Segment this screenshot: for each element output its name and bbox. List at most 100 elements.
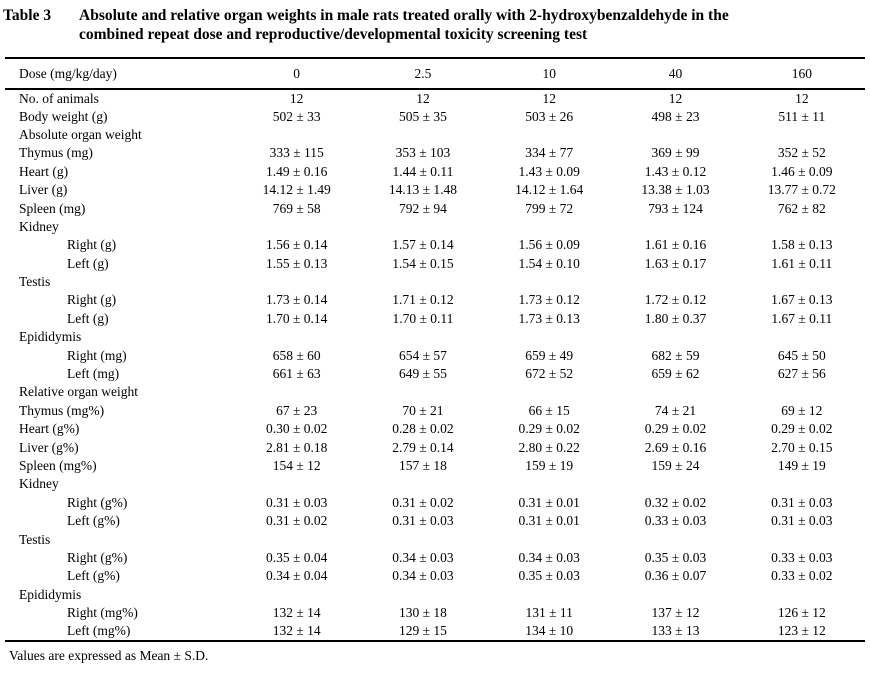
organ-weight-table: Dose (mg/kg/day) 0 2.5 10 40 160 No. of … — [5, 57, 865, 642]
value-cell: 0.31 ± 0.03 — [771, 513, 833, 529]
table-row: Left (g) 1.70 ± 0.14 1.70 ± 0.11 1.73 ± 0.1… — [5, 310, 865, 328]
value-cell: 2.79 ± 0.14 — [392, 439, 454, 455]
value-cell: 132 ± 14 — [272, 623, 321, 639]
value-cell: 505 ± 35 — [398, 108, 447, 124]
value-cell: 0.29 ± 0.02 — [771, 421, 833, 437]
value-cell: 13.77 ± 0.72 — [767, 182, 836, 198]
value-cell: 134 ± 10 — [525, 623, 574, 639]
value-cell: 1.43 ± 0.12 — [644, 163, 707, 179]
value-cell: 1.61 ± 0.11 — [771, 255, 833, 271]
row-label: Liver (g) — [19, 182, 68, 198]
value-cell: 793 ± 124 — [648, 200, 703, 216]
table-row: No. of animals 12 12 12 12 12 — [5, 89, 865, 107]
value-cell: 149 ± 19 — [777, 458, 826, 473]
value-cell: 0.31 ± 0.02 — [265, 513, 328, 529]
value-cell: 0.33 ± 0.02 — [771, 568, 833, 584]
value-cell: 0.29 ± 0.02 — [644, 421, 707, 437]
section-row: Kidney — [5, 475, 865, 493]
row-label: Right (g) — [67, 292, 117, 308]
row-label: Kidney — [19, 476, 59, 492]
value-cell: 661 ± 63 — [272, 366, 321, 382]
value-cell: 0.33 ± 0.03 — [644, 513, 707, 529]
value-cell: 0.34 ± 0.03 — [392, 568, 454, 584]
row-label: Thymus (mg%) — [19, 402, 105, 418]
row-label: Testis — [19, 274, 51, 290]
section-row: Epididymis — [5, 328, 865, 346]
row-label: Left (g) — [67, 255, 109, 271]
value-cell: 14.12 ± 1.64 — [515, 182, 584, 198]
value-cell: 66 ± 15 — [528, 402, 570, 418]
table-row: Left (mg) 661 ± 63 649 ± 55 672 ± 52 659 ± 6… — [5, 365, 865, 383]
value-cell: 0.35 ± 0.03 — [518, 568, 580, 584]
value-cell: 13.38 ± 1.03 — [641, 182, 710, 198]
value-cell: 0.36 ± 0.07 — [644, 568, 707, 584]
value-cell: 659 ± 49 — [525, 347, 574, 363]
value-cell: 1.44 ± 0.11 — [392, 163, 454, 179]
value-cell: 352 ± 52 — [777, 145, 826, 161]
section-row: Testis — [5, 273, 865, 291]
value-cell: 1.73 ± 0.12 — [518, 292, 580, 308]
table-row: Spleen (mg) 769 ± 58 792 ± 94 799 ± 72 793 ±… — [5, 199, 865, 217]
value-cell: 2.81 ± 0.18 — [265, 439, 328, 455]
value-cell: 333 ± 115 — [269, 145, 324, 161]
value-cell: 1.73 ± 0.14 — [265, 292, 328, 308]
empty-cell — [234, 475, 865, 493]
empty-cell — [234, 328, 865, 346]
value-cell: 769 ± 58 — [272, 200, 321, 216]
row-label: Left (g) — [67, 310, 109, 326]
value-cell: 0.31 ± 0.01 — [518, 494, 580, 510]
dose-value: 160 — [791, 65, 812, 81]
dose-value: 40 — [668, 65, 683, 81]
value-cell: 129 ± 15 — [398, 623, 447, 639]
value-cell: 1.49 ± 0.16 — [265, 163, 328, 179]
table-row: Heart (g) 1.49 ± 0.16 1.44 ± 0.11 1.43 ± 0.… — [5, 163, 865, 181]
value-cell: 0.31 ± 0.01 — [518, 513, 580, 529]
table-row: Right (g) 1.56 ± 0.14 1.57 ± 0.14 1.56 ± 0.… — [5, 236, 865, 254]
empty-cell — [234, 273, 865, 291]
value-cell: 0.33 ± 0.03 — [771, 549, 833, 565]
value-cell: 369 ± 99 — [651, 145, 700, 161]
value-cell: 0.32 ± 0.02 — [644, 494, 707, 510]
row-label: Spleen (mg) — [19, 200, 86, 216]
value-cell: 1.43 ± 0.09 — [518, 163, 580, 179]
value-cell: 1.58 ± 0.13 — [771, 237, 833, 253]
table-row: Right (g%) 0.35 ± 0.04 0.34 ± 0.03 0.34 ± 0… — [5, 549, 865, 567]
table-row: Right (g) 1.73 ± 0.14 1.71 ± 0.12 1.73 ± 0.… — [5, 291, 865, 309]
value-cell: 762 ± 82 — [777, 200, 826, 216]
value-cell: 1.71 ± 0.12 — [392, 292, 454, 308]
value-cell: 645 ± 50 — [777, 347, 826, 363]
table-row: Left (g%) 0.31 ± 0.02 0.31 ± 0.03 0.31 ± 0.… — [5, 512, 865, 530]
value-cell: 157 ± 18 — [398, 458, 447, 473]
value-cell: 334 ± 77 — [525, 145, 574, 161]
value-cell: 12 — [542, 90, 556, 106]
row-label: Testis — [19, 531, 51, 547]
row-label: Right (mg%) — [67, 605, 138, 621]
value-cell: 159 ± 24 — [651, 458, 700, 473]
section-row: Relative organ weight — [5, 383, 865, 401]
value-cell: 627 ± 56 — [777, 366, 826, 382]
value-cell: 672 ± 52 — [525, 366, 574, 382]
table-row: Right (g%) 0.31 ± 0.03 0.31 ± 0.02 0.31 ± 0… — [5, 494, 865, 512]
value-cell: 2.69 ± 0.16 — [644, 439, 707, 455]
row-label: Spleen (mg%) — [19, 458, 97, 473]
value-cell: 799 ± 72 — [525, 200, 574, 216]
value-cell: 792 ± 94 — [398, 200, 447, 216]
dose-value: 2.5 — [414, 65, 432, 81]
value-cell: 1.56 ± 0.14 — [265, 237, 328, 253]
row-label: Left (mg%) — [67, 623, 131, 639]
value-cell: 132 ± 14 — [272, 605, 321, 621]
row-label: Relative organ weight — [19, 384, 138, 400]
value-cell: 658 ± 60 — [272, 347, 321, 363]
value-cell: 131 ± 11 — [525, 605, 573, 621]
row-label: Right (mg) — [67, 347, 127, 363]
table-caption-line2: combined repeat dose and reproductive/de… — [79, 26, 588, 43]
section-row: Absolute organ weight — [5, 126, 865, 144]
row-label: No. of animals — [19, 90, 99, 106]
value-cell: 0.28 ± 0.02 — [392, 421, 454, 437]
row-label: Kidney — [19, 218, 59, 234]
row-label: Right (g%) — [67, 494, 128, 510]
value-cell: 0.34 ± 0.03 — [518, 549, 580, 565]
value-cell: 1.61 ± 0.16 — [644, 237, 707, 253]
value-cell: 1.57 ± 0.14 — [392, 237, 454, 253]
value-cell: 1.46 ± 0.09 — [771, 163, 833, 179]
